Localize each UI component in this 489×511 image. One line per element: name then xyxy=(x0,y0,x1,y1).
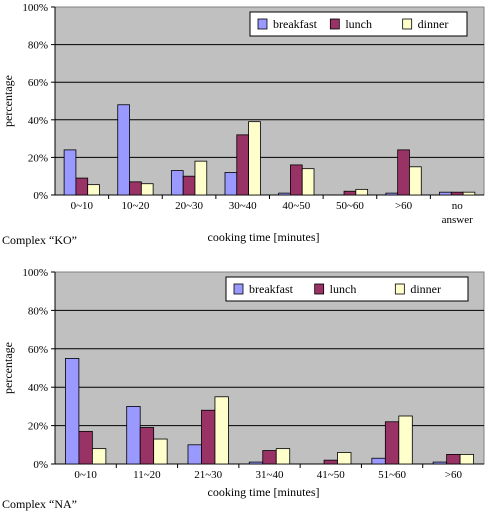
y-tick-label: 100% xyxy=(22,2,48,14)
legend-swatch-breakfast xyxy=(233,283,244,295)
x-tick-label: 11~20 xyxy=(133,469,161,481)
x-tick-label: 0~10 xyxy=(71,200,94,212)
x-tick-label: 20~30 xyxy=(175,200,203,212)
legend-swatch-dinner xyxy=(394,283,405,295)
bar-lunch-6 xyxy=(384,421,400,465)
x-tick-label: >60 xyxy=(445,469,463,481)
bar-breakfast-3 xyxy=(170,170,184,196)
bar-breakfast-2 xyxy=(126,405,141,465)
x-tick-label: 31~40 xyxy=(256,469,284,481)
chart-caption: Complex “NA” xyxy=(2,497,77,511)
y-tick-label: 0% xyxy=(33,459,48,471)
y-tick-label: 100% xyxy=(22,267,48,279)
bar-breakfast-1 xyxy=(63,149,77,196)
chart-2: 0% 20% 40% 60% 80% 100% 0~10 11~20 21~30 31~40 41~… xyxy=(1,267,485,511)
bar-lunch-4 xyxy=(236,134,249,196)
x-axis-label: cooking time [minutes] xyxy=(208,485,320,499)
bar-dinner-1 xyxy=(87,184,100,196)
bar-lunch-2 xyxy=(129,181,142,196)
bar-dinner-7 xyxy=(459,453,474,465)
x-tick-label: 41~50 xyxy=(317,469,345,481)
legend-label-lunch: lunch xyxy=(330,282,357,296)
legend-swatch-breakfast xyxy=(257,18,268,30)
bar-dinner-3 xyxy=(214,396,229,465)
y-tick-label: 80% xyxy=(28,40,48,52)
bar-dinner-7 xyxy=(409,166,422,196)
bar-lunch-7 xyxy=(446,453,461,465)
x-tick-label: 0~10 xyxy=(74,469,97,481)
legend-swatch-lunch xyxy=(314,283,325,295)
bar-breakfast-5 xyxy=(278,192,291,196)
y-tick-label: 40% xyxy=(28,382,48,394)
chart-caption: Complex “KO” xyxy=(2,233,77,247)
y-tick-label: 60% xyxy=(28,77,48,89)
bar-dinner-2 xyxy=(140,183,154,196)
y-axis-label: percentage xyxy=(1,342,15,394)
y-tick-label: 40% xyxy=(28,115,48,127)
y-tick-label: 20% xyxy=(28,421,48,433)
bar-dinner-6 xyxy=(355,188,369,196)
bar-dinner-8 xyxy=(462,191,476,196)
bar-breakfast-2 xyxy=(117,104,130,196)
bar-breakfast-7 xyxy=(432,461,448,465)
bar-dinner-4 xyxy=(275,448,291,465)
y-axis-label: percentage xyxy=(1,75,15,127)
bar-lunch-8 xyxy=(450,191,464,196)
bar-lunch-5 xyxy=(323,459,338,465)
legend-box xyxy=(249,11,468,37)
legend-label-breakfast: breakfast xyxy=(273,17,318,31)
x-tick-label: 50~60 xyxy=(336,200,364,212)
legend: breakfast lunch dinner xyxy=(249,11,468,37)
legend: breakfast lunch dinner xyxy=(225,276,469,302)
bar-dinner-5 xyxy=(337,452,352,465)
x-tick-label: >60 xyxy=(395,200,413,212)
bar-breakfast-7 xyxy=(385,192,399,196)
x-tick-label: 40~50 xyxy=(282,200,310,212)
bar-lunch-2 xyxy=(139,427,155,465)
x-tick-label: no xyxy=(452,200,464,212)
legend-swatch-dinner xyxy=(402,18,413,30)
bar-breakfast-8 xyxy=(439,191,452,196)
bar-dinner-6 xyxy=(398,415,413,465)
y-tick-label: 80% xyxy=(28,305,48,317)
x-tick-label: 21~30 xyxy=(194,469,222,481)
bar-dinner-4 xyxy=(248,121,261,196)
legend-label-dinner: dinner xyxy=(410,282,441,296)
bar-breakfast-4 xyxy=(248,461,264,465)
bar-breakfast-3 xyxy=(187,444,202,465)
bar-breakfast-4 xyxy=(224,172,238,196)
x-tick-label: 51~60 xyxy=(378,469,406,481)
bar-lunch-1 xyxy=(78,430,93,465)
bar-lunch-1 xyxy=(75,177,89,196)
legend-label-lunch: lunch xyxy=(345,17,372,31)
bar-lunch-6 xyxy=(343,190,357,196)
legend-label-dinner: dinner xyxy=(418,17,449,31)
y-tick-label: 0% xyxy=(33,190,48,202)
bar-dinner-3 xyxy=(194,160,208,196)
y-tick-label: 20% xyxy=(28,152,48,164)
legend-box xyxy=(225,276,469,302)
y-tick-label: 60% xyxy=(28,344,48,356)
legend-label-breakfast: breakfast xyxy=(249,282,294,296)
bar-dinner-1 xyxy=(91,448,107,465)
bar-breakfast-6 xyxy=(371,457,386,465)
bar-lunch-3 xyxy=(182,175,196,196)
bar-lunch-4 xyxy=(262,450,277,465)
bar-dinner-2 xyxy=(153,438,168,465)
x-tick-label: answer xyxy=(442,214,473,226)
bar-lunch-3 xyxy=(201,409,216,465)
bar-lunch-5 xyxy=(290,164,303,196)
chart-1: 0% 20% 40% 60% 80% 100% 0~10 10~20 20~30 30~40 40~… xyxy=(1,2,485,247)
x-axis-label: cooking time [minutes] xyxy=(208,230,320,244)
bar-dinner-5 xyxy=(301,168,315,196)
bar-lunch-7 xyxy=(397,149,410,196)
legend-swatch-lunch xyxy=(329,18,340,30)
x-tick-label: 30~40 xyxy=(229,200,257,212)
x-tick-label: 10~20 xyxy=(121,200,149,212)
bar-breakfast-1 xyxy=(65,357,80,465)
